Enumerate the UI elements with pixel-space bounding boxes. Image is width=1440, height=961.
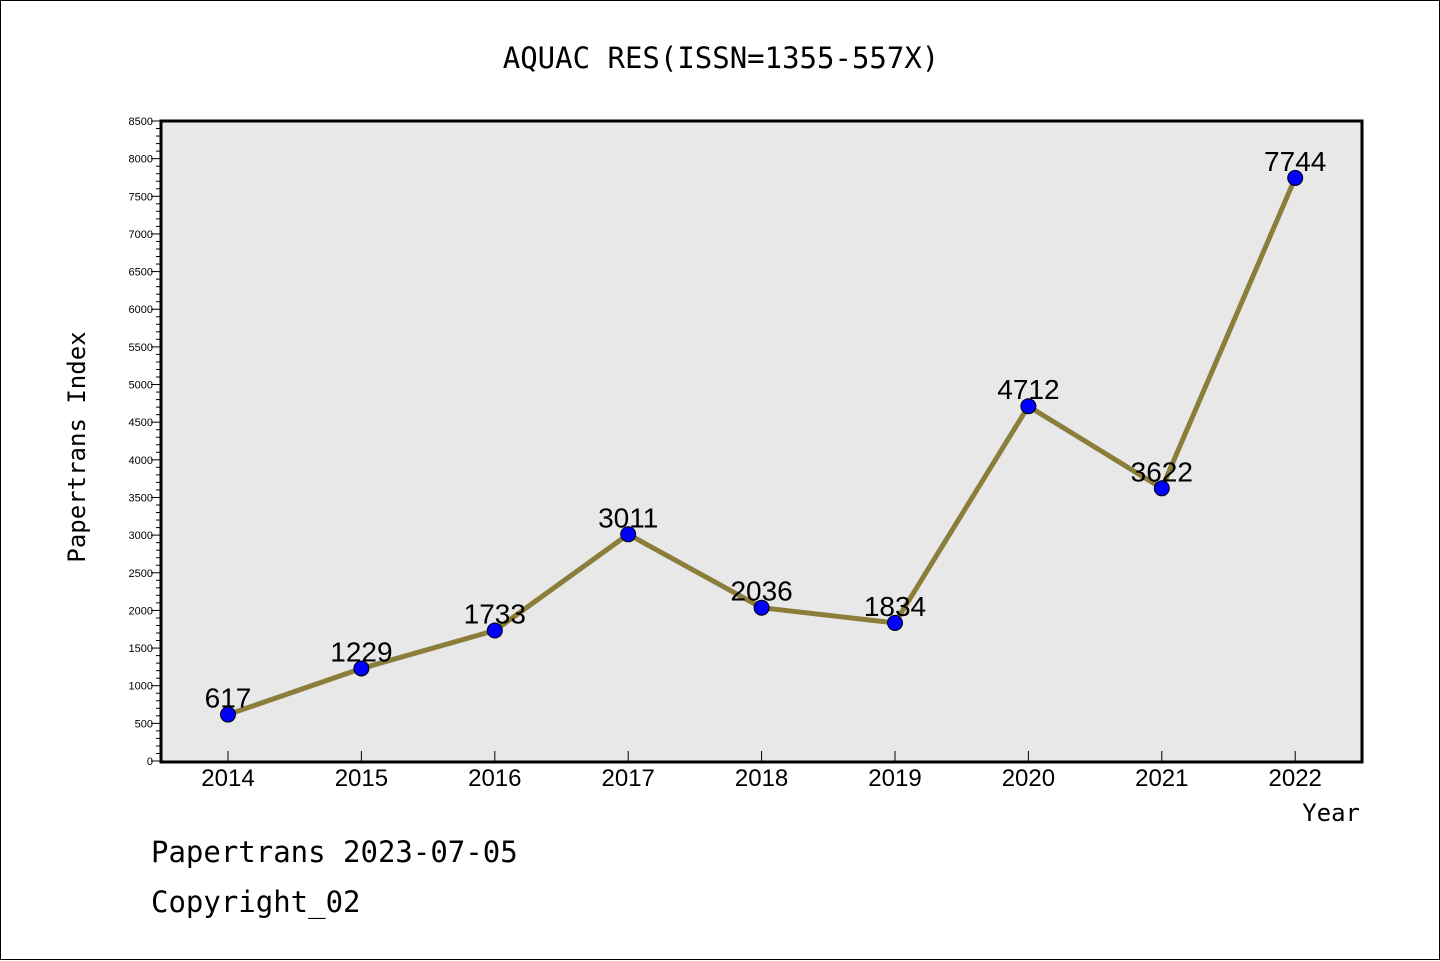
data-label: 2036 <box>730 576 792 607</box>
data-point-marker <box>753 599 770 616</box>
series-line-group <box>220 169 1304 723</box>
data-label: 1229 <box>330 636 392 667</box>
y-tick-label: 500 <box>135 718 153 730</box>
y-tick-label: 7500 <box>129 191 153 203</box>
data-point-marker <box>486 622 503 639</box>
x-tick-label: 2015 <box>335 765 388 792</box>
y-axis-label: Papertrans Index <box>63 331 91 562</box>
footer-date: Papertrans 2023-07-05 <box>151 835 518 869</box>
x-tick-label: 2021 <box>1135 765 1188 792</box>
data-point-marker <box>1287 169 1304 186</box>
data-label: 617 <box>205 683 252 714</box>
data-point-marker <box>620 526 637 543</box>
y-axis: 0 500 1000 1500 2000 2500 3000 3500 4000 4500 5000… <box>129 116 161 768</box>
x-axis-label: Year <box>1302 799 1360 827</box>
data-point-marker <box>220 706 236 723</box>
y-tick-label: 7000 <box>129 229 153 241</box>
data-label: 4712 <box>997 374 1059 405</box>
x-tick-label: 2018 <box>735 765 788 792</box>
x-axis: 2014 2015 2016 2017 2018 2019 2020 2021 2022 <box>201 751 1322 792</box>
x-tick-label: 2022 <box>1269 765 1322 792</box>
y-tick-label: 2500 <box>129 568 153 580</box>
chart-title: AQUAC RES(ISSN=1355-557X) <box>503 41 940 75</box>
x-tick-label: 2017 <box>602 765 655 792</box>
data-label: 1733 <box>464 599 526 630</box>
data-point-marker <box>353 660 370 677</box>
y-tick-label: 4500 <box>129 417 153 429</box>
y-tick-label: 5000 <box>129 380 153 392</box>
data-label-group: 617 1229 1733 3011 2036 1834 4712 3622 7744 <box>205 146 1327 714</box>
y-tick-label: 5500 <box>129 342 153 354</box>
footer-copyright: Copyright_02 <box>151 885 361 919</box>
y-tick-label: 3500 <box>129 492 153 504</box>
data-point-marker <box>887 614 903 631</box>
plot-area <box>159 119 1364 764</box>
y-tick-label: 3000 <box>129 530 153 542</box>
y-tick-label: 2000 <box>129 605 153 617</box>
x-tick-label: 2016 <box>468 765 521 792</box>
y-tick-label: 4000 <box>129 455 153 467</box>
y-tick-label: 0 <box>147 756 153 768</box>
y-tick-label: 8000 <box>129 154 153 166</box>
x-tick-label: 2014 <box>201 765 254 792</box>
y-tick-label: 1500 <box>129 643 153 655</box>
y-tick-label: 8500 <box>129 116 153 128</box>
data-point-marker <box>1020 398 1037 415</box>
data-label: 3011 <box>598 502 658 533</box>
y-tick-label: 6000 <box>129 304 153 316</box>
data-label: 1834 <box>864 591 926 622</box>
y-tick-label: 1000 <box>129 681 153 693</box>
data-label: 7744 <box>1264 146 1326 177</box>
y-tick-label: 6500 <box>129 267 153 279</box>
data-point-marker <box>1153 480 1170 497</box>
x-tick-label: 2020 <box>1002 765 1055 792</box>
x-tick-label: 2019 <box>868 765 921 792</box>
data-label: 3622 <box>1131 456 1193 487</box>
